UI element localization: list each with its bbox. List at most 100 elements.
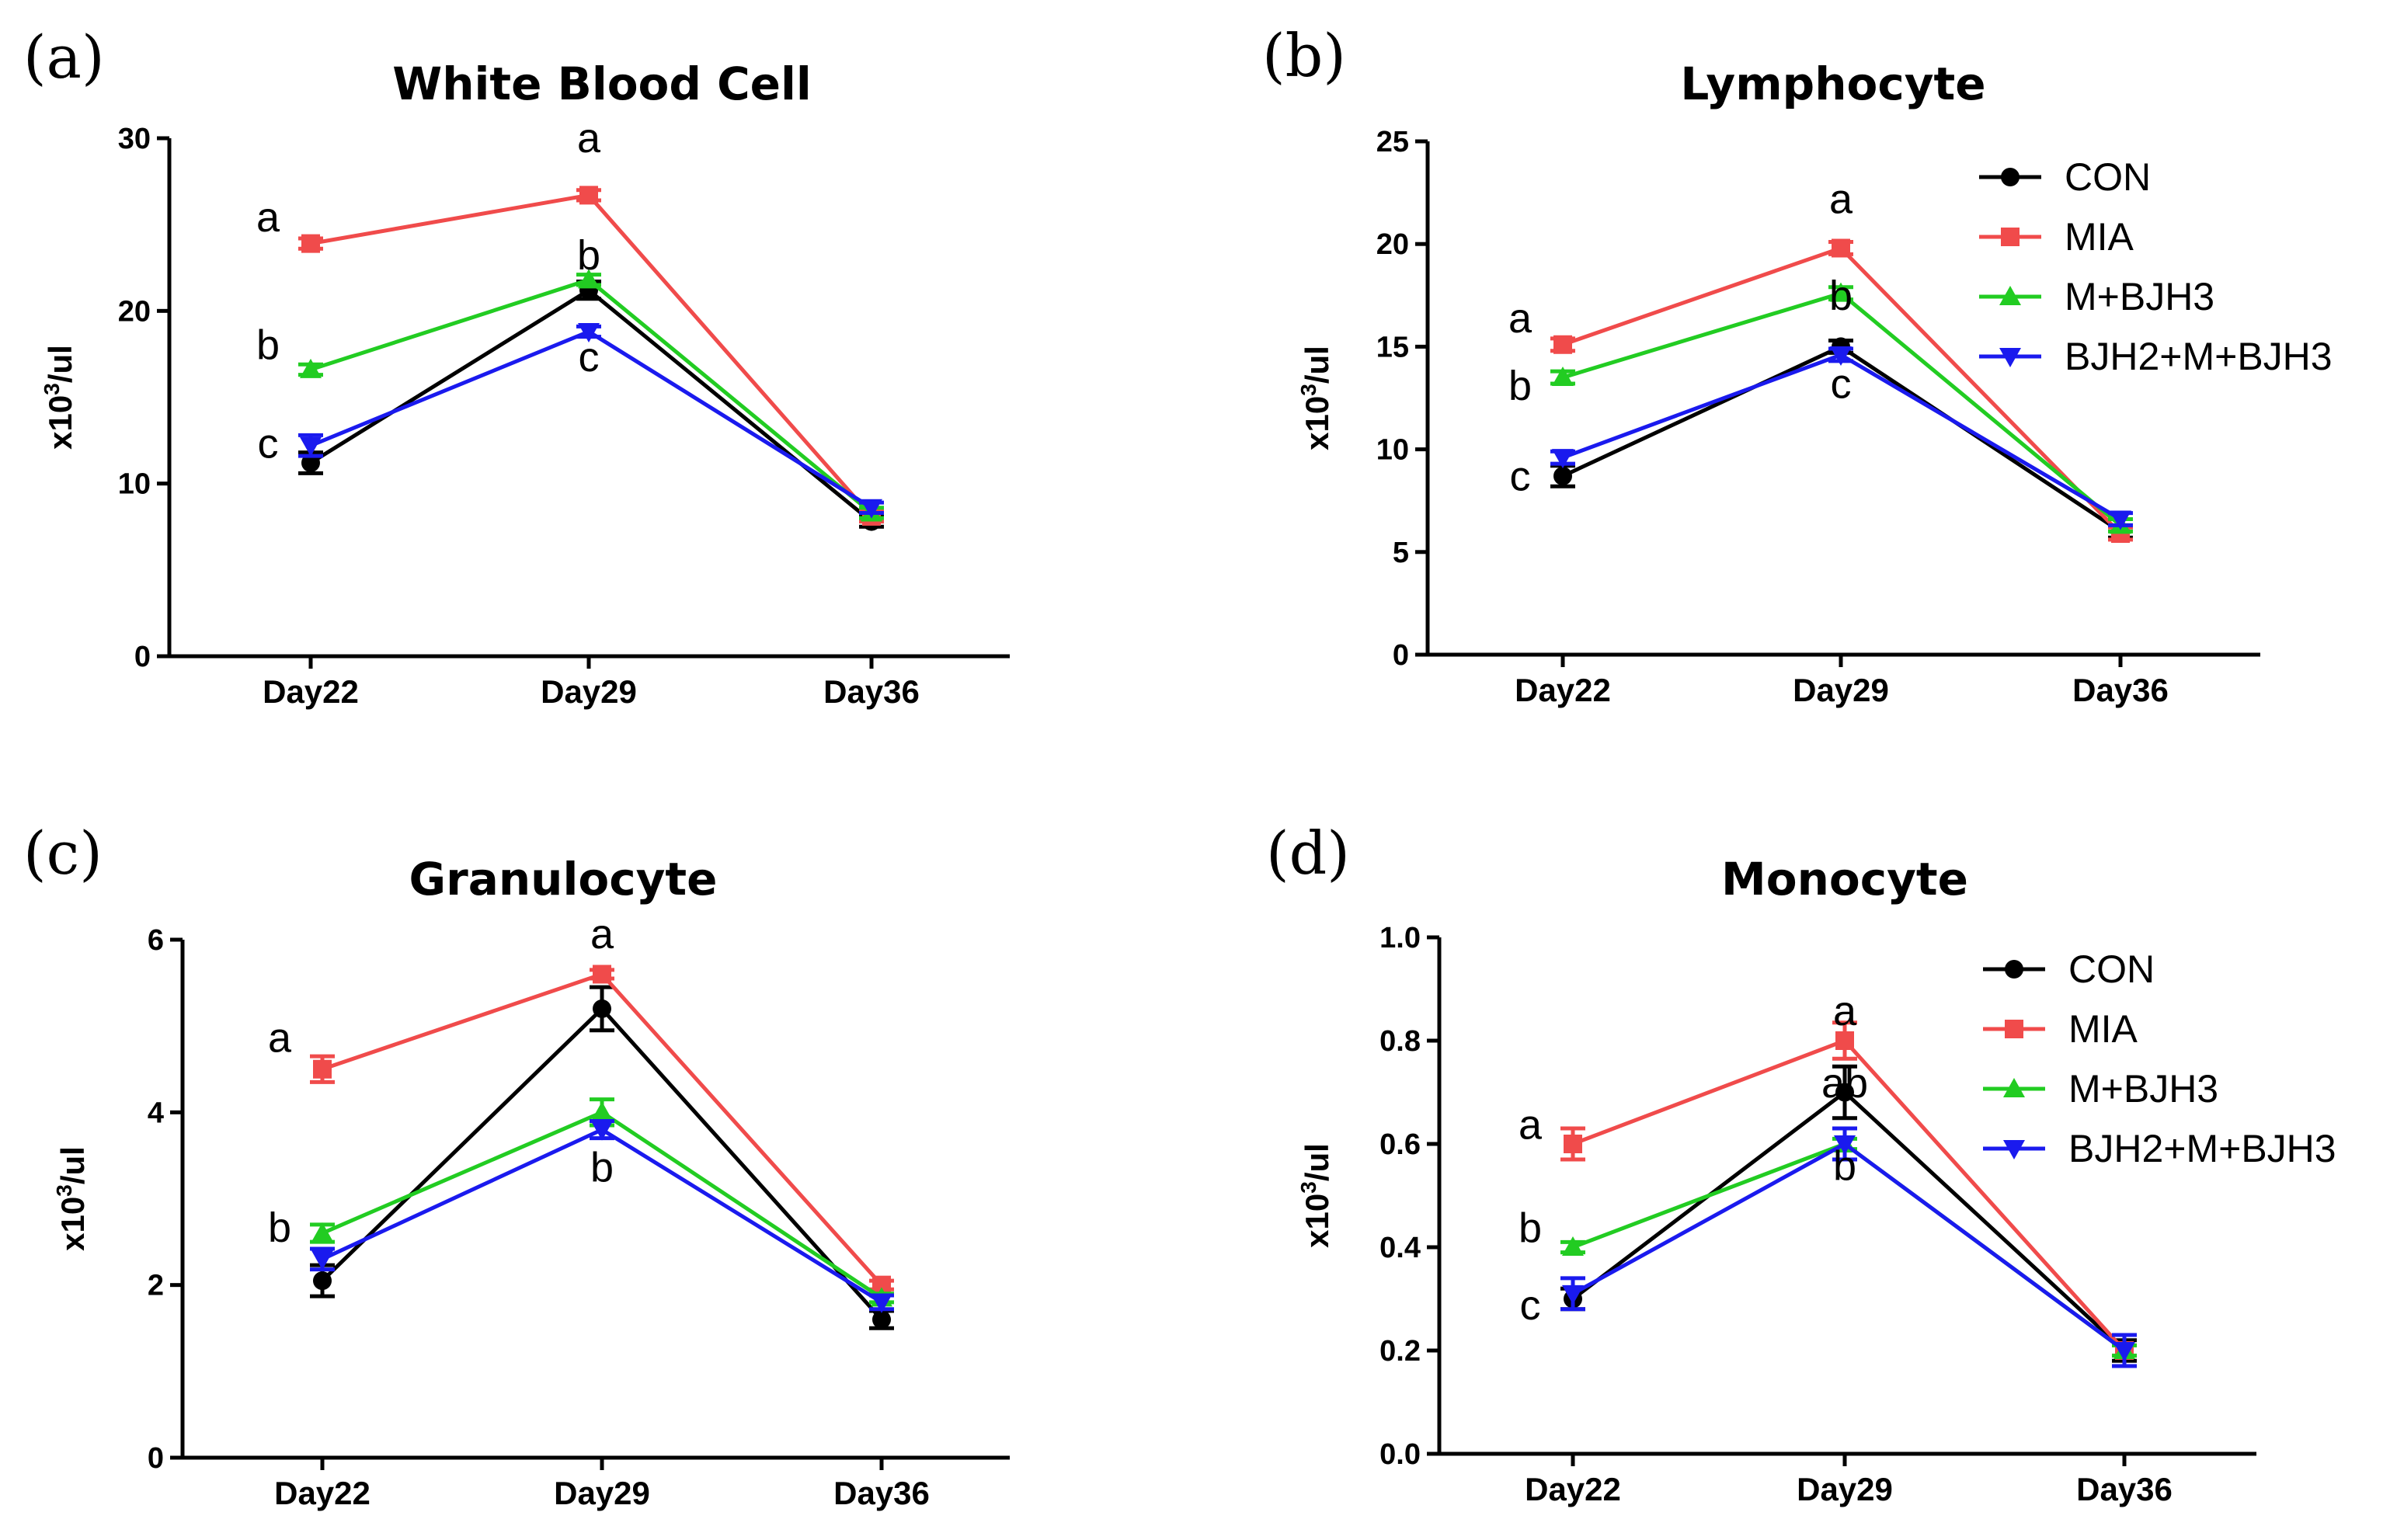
significance-label: b: [256, 322, 280, 369]
y-tick-label: 0.6: [1379, 1128, 1421, 1161]
legend-item: CON: [1983, 947, 2155, 991]
chart-title: Lymphocyte: [1680, 57, 1985, 110]
data-point: [1552, 367, 1574, 387]
x-tick-label: Day36: [2072, 672, 2169, 708]
legend-marker: [2003, 1140, 2025, 1159]
y-tick-label: 15: [1376, 331, 1409, 363]
significance-label: a: [1833, 988, 1857, 1034]
legend-item: BJH2+M+BJH3: [1983, 1127, 2336, 1170]
x-tick-label: Day36: [2076, 1471, 2173, 1507]
legend-label: M+BJH3: [2065, 275, 2214, 318]
data-point: [1564, 1135, 1582, 1153]
legend-label: MIA: [2068, 1007, 2138, 1051]
data-point: [2110, 510, 2131, 530]
significance-label: b: [1829, 273, 1853, 319]
series-con: [310, 985, 894, 1330]
y-tick-label: 0: [1393, 639, 1409, 672]
data-point: [591, 1121, 613, 1141]
y-tick-label: 2: [148, 1270, 164, 1302]
y-tick-label: 25: [1376, 126, 1409, 158]
significance-label: a: [1508, 295, 1532, 342]
legend-item: MIA: [1983, 1007, 2138, 1051]
legend-item: M+BJH3: [1983, 1067, 2218, 1111]
chart-title: Monocyte: [1721, 853, 1968, 906]
significance-label: b: [1833, 1143, 1856, 1190]
panel-letter: (c): [23, 819, 103, 888]
data-point: [579, 186, 598, 205]
data-point: [1835, 1083, 1854, 1102]
significance-label: a: [590, 911, 614, 958]
data-point: [861, 499, 882, 519]
chart-title: White Blood Cell: [392, 57, 812, 110]
legend-item: M+BJH3: [1979, 275, 2214, 318]
chart-panel-lymphocyte: (b) Lymphocyte 0 5 10 15 20 25 Day22 Day29 Day36 x1…: [1262, 21, 2333, 708]
y-axis-label: x103/ul: [1296, 346, 1335, 450]
significance-label: c: [579, 334, 600, 381]
series-con: [1560, 1064, 2137, 1363]
y-tick-label: 0: [148, 1442, 164, 1475]
data-point: [1562, 1284, 1584, 1305]
legend: CON MIA M+BJH3 BJH2+M+BJH3: [1979, 155, 2333, 378]
data-point: [301, 234, 320, 253]
data-point: [1562, 1236, 1584, 1256]
x-tick-label: Day29: [1797, 1471, 1893, 1507]
x-tick-label: Day22: [1525, 1471, 1621, 1507]
y-tick-label: 0: [134, 641, 151, 673]
series-m-plus-bjh3: [298, 269, 884, 522]
series-con: [298, 280, 884, 531]
panel-letter: (b): [1262, 21, 1346, 90]
series-bjh2-plus-m-plus-bjh3: [1550, 346, 2133, 530]
y-axis-label: x103/ul: [52, 1146, 91, 1251]
y-tick-label: 4: [148, 1097, 164, 1129]
significance-label: a: [1519, 1101, 1543, 1148]
data-point: [2113, 1342, 2135, 1361]
data-point: [578, 323, 600, 343]
chart-title: Granulocyte: [409, 853, 718, 906]
legend-label: M+BJH3: [2068, 1067, 2218, 1111]
data-point: [1553, 466, 1572, 485]
y-axis-label: x103/ul: [40, 345, 78, 450]
data-point: [593, 999, 611, 1018]
data-point: [300, 436, 322, 457]
significance-label: b: [268, 1205, 291, 1251]
significance-label: b: [590, 1144, 614, 1191]
legend-label: MIA: [2065, 215, 2134, 259]
series-bjh2-plus-m-plus-bjh3: [298, 323, 884, 519]
legend-item: BJH2+M+BJH3: [1979, 335, 2333, 378]
series-line: [1571, 1090, 2126, 1352]
y-tick-label: 20: [118, 295, 151, 328]
data-point: [591, 1101, 613, 1121]
significance-label: c: [1520, 1282, 1541, 1329]
legend-label: BJH2+M+BJH3: [2068, 1127, 2336, 1170]
legend-marker: [1999, 286, 2021, 305]
significance-label: b: [1519, 1205, 1542, 1251]
legend-label: BJH2+M+BJH3: [2065, 335, 2333, 378]
legend-label: CON: [2068, 947, 2155, 991]
significance-label: b: [1508, 363, 1532, 409]
series-line: [1562, 290, 2122, 527]
legend: CON MIA M+BJH3 BJH2+M+BJH3: [1983, 947, 2336, 1170]
significance-label: a: [1829, 176, 1853, 223]
data-point: [1835, 1031, 1854, 1050]
significance-label: c: [258, 420, 279, 467]
y-tick-label: 30: [118, 123, 151, 155]
series-bjh2-plus-m-plus-bjh3: [310, 1118, 894, 1313]
data-point: [313, 1271, 332, 1291]
y-tick-label: 0.4: [1379, 1232, 1421, 1264]
chart-panel-white-blood-cell: (a) White Blood Cell 0 10 20 30 Day22 Day29 Day3…: [23, 23, 1010, 710]
x-tick-label: Day22: [1515, 672, 1611, 708]
series-line: [310, 277, 873, 515]
legend-label: CON: [2065, 155, 2151, 199]
x-tick-label: Day22: [263, 673, 359, 710]
y-axis-label: x103/ul: [1296, 1143, 1335, 1248]
data-point: [311, 1222, 333, 1242]
y-tick-label: 20: [1376, 228, 1409, 261]
significance-label: c: [1510, 453, 1531, 499]
data-point: [1830, 282, 1852, 302]
chart-panel-monocyte: (d) Monocyte 0.0 0.2 0.4 0.6 0.8 1.0 Day22 Day29 D…: [1266, 819, 2336, 1507]
panel-letter: (d): [1266, 819, 1350, 888]
x-tick-label: Day36: [823, 673, 920, 710]
data-point: [1552, 449, 1574, 469]
y-tick-label: 5: [1393, 537, 1409, 569]
